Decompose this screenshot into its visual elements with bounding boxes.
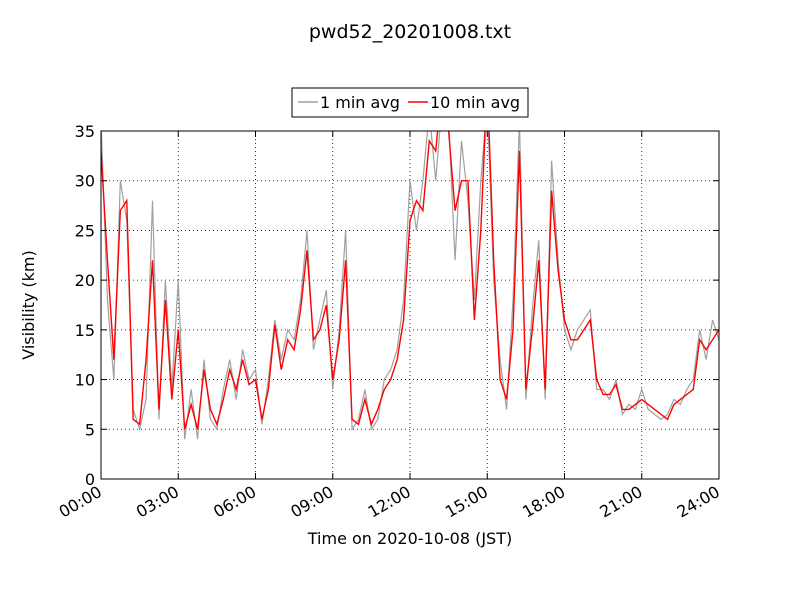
- legend: 1 min avg 10 min avg: [298, 93, 520, 112]
- legend-label: 1 min avg: [320, 93, 400, 112]
- series-line: [101, 131, 719, 440]
- y-tick-label: 10: [75, 371, 95, 390]
- x-tick-label: 24:00: [674, 482, 723, 522]
- y-tick-label: 35: [75, 122, 95, 141]
- y-tick-label: 0: [85, 470, 95, 489]
- plot-area: [101, 131, 719, 440]
- x-tick-label: 21:00: [596, 482, 645, 522]
- y-tick-label: 5: [85, 420, 95, 439]
- x-tick-label: 12:00: [365, 482, 414, 522]
- x-tick-label: 18:00: [519, 482, 568, 522]
- y-tick-label: 20: [75, 271, 95, 290]
- y-tick-label: 25: [75, 221, 95, 240]
- x-tick-label: 09:00: [287, 482, 336, 522]
- x-tick-label: 06:00: [210, 482, 259, 522]
- x-tick-label: 15:00: [442, 482, 491, 522]
- x-axis-label: Time on 2020-10-08 (JST): [307, 529, 512, 548]
- chart-title: pwd52_20201008.txt: [309, 21, 511, 43]
- legend-label: 10 min avg: [430, 93, 520, 112]
- y-tick-label: 15: [75, 321, 95, 340]
- x-tick-label: 00:00: [56, 482, 105, 522]
- y-tick-label: 30: [75, 172, 95, 191]
- y-axis-label: Visibility (km): [19, 250, 38, 359]
- x-tick-label: 03:00: [133, 482, 182, 522]
- series-line: [101, 131, 719, 430]
